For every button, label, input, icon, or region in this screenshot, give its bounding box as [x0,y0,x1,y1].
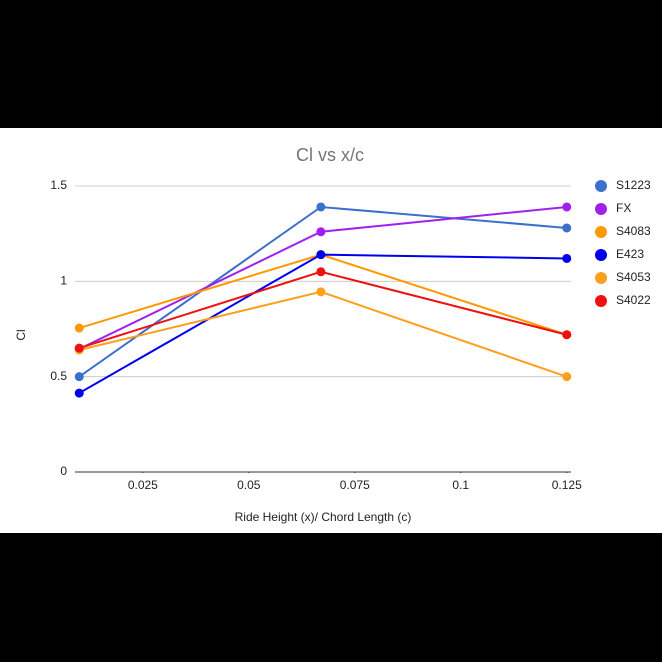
x-tick-label: 0.05 [237,478,261,492]
data-point [562,202,572,212]
chart-title: Cl vs x/c [296,145,364,165]
legend-label: S4083 [616,224,651,238]
legend-marker [595,203,607,215]
y-tick-label: 1.5 [50,178,67,192]
legend-label: E423 [616,247,644,261]
x-tick-label: 0.125 [552,478,582,492]
data-point [74,388,84,398]
data-point [316,250,326,260]
x-tick-label: 0.025 [128,478,158,492]
data-point [562,330,572,340]
legend-marker [595,180,607,192]
x-axis-label: Ride Height (x)/ Chord Length (c) [235,510,412,524]
data-point [316,202,326,212]
x-tick-label: 0.075 [340,478,370,492]
y-tick-label: 0 [60,464,67,478]
legend-marker [595,272,607,284]
legend-label: S4022 [616,293,651,307]
data-point [74,372,84,382]
y-tick-label: 0.5 [50,369,67,383]
legend-marker [595,226,607,238]
y-tick-label: 1 [60,274,67,288]
data-point [562,223,572,233]
y-axis-label: Cl [14,329,28,340]
data-point [316,287,326,297]
legend-label: S1223 [616,178,651,192]
legend-label: S4053 [616,270,651,284]
legend-marker [595,249,607,261]
data-point [562,372,572,382]
data-point [316,227,326,237]
x-tick-label: 0.1 [452,478,469,492]
legend-marker [595,295,607,307]
data-point [74,343,84,353]
legend-label: FX [616,201,631,215]
data-point [74,323,84,333]
data-point [316,267,326,277]
data-point [562,253,572,263]
